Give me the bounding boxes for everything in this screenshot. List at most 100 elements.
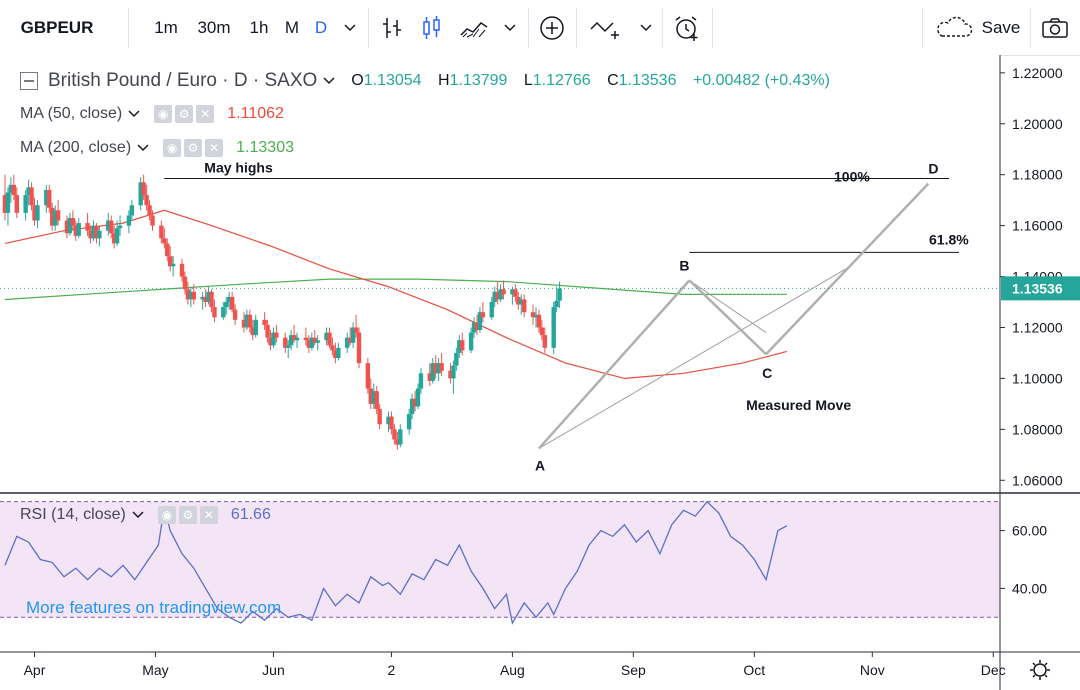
close-icon[interactable]: ✕ <box>205 139 224 157</box>
ma200-value: 1.13303 <box>236 139 294 156</box>
toolbar-divider <box>528 8 529 48</box>
candles-icon <box>423 15 440 39</box>
bar-style-button[interactable] <box>376 0 408 55</box>
chevron-down-icon[interactable] <box>128 110 140 118</box>
candle-body <box>265 324 270 338</box>
compare-button[interactable] <box>536 0 568 55</box>
chevron-down-icon <box>504 23 516 31</box>
alert-button[interactable] <box>668 0 704 55</box>
gear-icon[interactable]: ⚙ <box>184 139 203 157</box>
candle-body <box>244 314 250 328</box>
candle-body <box>64 220 70 234</box>
chevron-down-icon[interactable] <box>132 511 144 519</box>
ma50-label[interactable]: MA (50, close) <box>20 105 123 122</box>
eye-icon[interactable]: ◉ <box>163 139 182 157</box>
candle-body <box>542 335 548 348</box>
interval-month[interactable]: M <box>284 17 300 37</box>
candle-body <box>330 345 335 351</box>
settings-gear-button[interactable] <box>1030 660 1050 680</box>
candle-body <box>451 365 456 379</box>
toolbar-divider <box>1030 8 1031 48</box>
candle-body <box>253 319 258 336</box>
chevron-down-icon[interactable] <box>137 144 149 152</box>
cloud-icon <box>936 16 972 37</box>
rsi-tick-label: 40.00 <box>1012 580 1047 596</box>
last-price-tag <box>1001 276 1080 301</box>
area-chart-icon <box>460 21 488 37</box>
toolbar-divider <box>662 8 663 48</box>
candle-body <box>94 225 99 239</box>
candle-body <box>111 233 117 244</box>
candle-body <box>247 314 253 328</box>
candle-body <box>114 228 120 244</box>
interval-1h[interactable]: 1h <box>249 17 269 37</box>
candle-body <box>474 322 480 331</box>
snapshot-button[interactable] <box>1036 0 1074 55</box>
candle-body <box>200 296 205 300</box>
candle-body <box>26 187 31 196</box>
symbol-search[interactable]: GBPEUR <box>20 17 94 37</box>
candle-body <box>309 337 314 348</box>
candle-body <box>551 307 556 348</box>
chevron-down-icon[interactable] <box>323 77 335 85</box>
point-d-label: D <box>928 161 938 177</box>
candle-body <box>126 215 132 226</box>
close-value: 1.13536 <box>618 72 677 89</box>
main-pane[interactable] <box>0 55 1000 493</box>
candle-body <box>185 289 191 300</box>
candle-body <box>182 276 188 290</box>
eye-icon[interactable]: ◉ <box>157 506 176 524</box>
candle-body <box>398 429 403 445</box>
candle-body <box>347 337 353 343</box>
interval-1m[interactable]: 1m <box>154 17 178 37</box>
indicators-dropdown[interactable] <box>634 0 658 55</box>
may-highs-label: May highs <box>204 160 273 176</box>
candle-body <box>350 327 356 343</box>
save-label: Save <box>981 17 1021 37</box>
gear-icon[interactable]: ⚙ <box>175 105 194 123</box>
candle-body <box>67 217 73 234</box>
measured-move-label: Measured Move <box>746 397 851 413</box>
collapse-toggle[interactable] <box>20 72 38 90</box>
interval-dropdown[interactable] <box>338 0 362 55</box>
close-icon[interactable]: ✕ <box>196 105 215 123</box>
camera-icon <box>1042 17 1068 38</box>
candle-body <box>392 429 397 440</box>
interval-day[interactable]: D <box>314 17 328 37</box>
candle-body <box>513 289 518 297</box>
candle-body <box>23 195 28 213</box>
candle-body <box>170 263 176 267</box>
rsi-label[interactable]: RSI (14, close) <box>20 506 126 523</box>
candle-body <box>356 332 362 364</box>
time-tick-label: Oct <box>743 662 765 678</box>
indicators-button[interactable] <box>586 0 626 55</box>
price-chart[interactable]: May highs 100% 61.8% A B C D Measured Move 1.22… <box>0 55 1080 690</box>
close-icon[interactable]: ✕ <box>199 506 218 524</box>
candle-body <box>106 220 111 231</box>
candle-body <box>73 225 78 236</box>
point-c-label: C <box>762 365 772 381</box>
time-tick-label: May <box>142 662 168 678</box>
candle-body <box>498 289 503 300</box>
rsi-value: 61.66 <box>230 506 271 523</box>
save-button[interactable]: Save <box>932 0 1022 55</box>
rsi-tick-label: 60.00 <box>1012 523 1047 539</box>
area-style-button[interactable] <box>456 0 492 55</box>
candle-body <box>268 337 273 346</box>
candle-body <box>294 337 300 341</box>
chart-style-dropdown[interactable] <box>498 0 522 55</box>
candles-style-button[interactable] <box>416 0 448 55</box>
gear-teeth <box>1030 660 1050 680</box>
candle-body <box>179 263 185 277</box>
gear-icon[interactable]: ⚙ <box>178 506 197 524</box>
candle-body <box>522 299 527 313</box>
series-title[interactable]: British Pound / Euro · D · SAXO <box>48 70 318 91</box>
ma200-label[interactable]: MA (200, close) <box>20 139 132 156</box>
candle-body <box>283 337 288 348</box>
candle-body <box>8 184 14 193</box>
candle-body <box>371 391 376 404</box>
candle-body <box>389 416 394 430</box>
eye-icon[interactable]: ◉ <box>154 105 173 123</box>
axes[interactable]: 1.220001.200001.180001.160001.140001.120… <box>0 65 1080 678</box>
interval-30m[interactable]: 30m <box>197 17 231 37</box>
